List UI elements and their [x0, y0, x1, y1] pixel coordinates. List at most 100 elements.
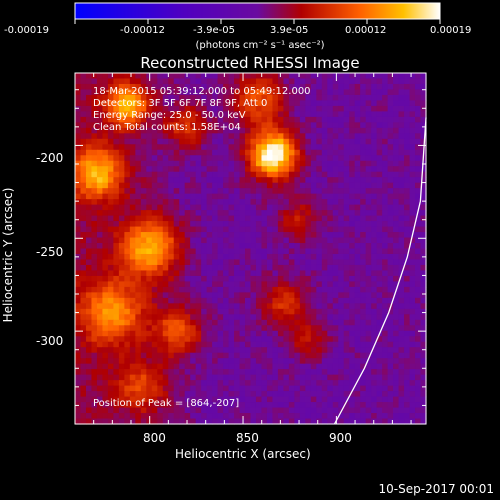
heatmap-cell	[179, 105, 186, 112]
heatmap-cell	[327, 325, 334, 332]
heatmap-cell	[151, 89, 158, 96]
heatmap-cell	[212, 325, 219, 332]
heatmap-cell	[179, 89, 186, 96]
heatmap-cell	[272, 270, 279, 277]
heatmap-cell	[365, 199, 372, 206]
heatmap-cell	[206, 363, 213, 370]
heatmap-cell	[212, 270, 219, 277]
heatmap-cell	[371, 94, 378, 102]
heatmap-cell	[288, 237, 295, 244]
heatmap-cell	[157, 341, 164, 348]
heatmap-cell	[360, 177, 367, 184]
heatmap-cell	[217, 418, 224, 425]
heatmap-cell	[107, 160, 114, 167]
heatmap-cell	[277, 243, 284, 250]
heatmap-cell	[415, 133, 422, 140]
heatmap-cell	[387, 94, 394, 102]
heatmap-cell	[321, 232, 328, 239]
heatmap-cell	[107, 391, 114, 398]
heatmap-cell	[140, 270, 147, 277]
heatmap-cell	[261, 286, 268, 293]
heatmap-cell	[349, 352, 356, 359]
heatmap-cell	[332, 160, 339, 167]
heatmap-cell	[195, 237, 202, 244]
heatmap-cell	[212, 358, 219, 365]
heatmap-cell	[162, 155, 169, 162]
heatmap-cell	[404, 204, 411, 211]
heatmap-cell	[146, 248, 153, 255]
heatmap-cell	[360, 166, 367, 173]
heatmap-cell	[179, 308, 186, 315]
heatmap-cell	[239, 237, 246, 244]
heatmap-cell	[107, 270, 114, 277]
heatmap-cell	[184, 155, 191, 162]
heatmap-cell	[327, 281, 334, 288]
heatmap-cell	[261, 111, 268, 118]
heatmap-cell	[305, 127, 312, 134]
heatmap-cell	[223, 358, 230, 365]
heatmap-cell	[332, 264, 339, 272]
heatmap-cell	[85, 232, 93, 239]
heatmap-cell	[371, 226, 378, 233]
heatmap-cell	[85, 122, 93, 129]
heatmap-cell	[129, 292, 136, 299]
heatmap-cell	[217, 352, 224, 359]
heatmap-cell	[288, 341, 295, 348]
heatmap-cell	[266, 193, 274, 200]
heatmap-cell	[190, 160, 197, 167]
heatmap-cell	[283, 402, 290, 409]
heatmap-cell	[360, 210, 367, 217]
heatmap-cell	[338, 133, 345, 140]
heatmap-cell	[277, 407, 284, 414]
heatmap-cell	[277, 391, 284, 398]
heatmap-cell	[102, 204, 109, 211]
heatmap-cell	[124, 232, 131, 239]
heatmap-cell	[140, 94, 147, 102]
heatmap-cell	[212, 352, 219, 359]
heatmap-cell	[195, 413, 202, 420]
heatmap-cell	[212, 232, 219, 239]
heatmap-cell	[195, 73, 202, 80]
heatmap-cell	[107, 369, 114, 376]
heatmap-cell	[118, 188, 125, 195]
heatmap-cell	[299, 308, 306, 315]
heatmap-cell	[245, 303, 252, 310]
heatmap-cell	[168, 226, 175, 233]
heatmap-cell	[162, 341, 169, 348]
heatmap-cell	[310, 336, 317, 343]
heatmap-cell	[75, 100, 82, 107]
heatmap-cell	[266, 171, 274, 178]
heatmap-cell	[212, 237, 219, 244]
heatmap-cell	[146, 133, 153, 140]
heatmap-cell	[393, 160, 400, 167]
heatmap-cell	[393, 116, 400, 123]
heatmap-cell	[261, 100, 268, 107]
heatmap-cell	[277, 264, 284, 272]
heatmap-cell	[162, 89, 169, 96]
heatmap-cell	[387, 237, 394, 244]
heatmap-cell	[107, 347, 114, 354]
heatmap-cell	[272, 396, 279, 403]
heatmap-cell	[157, 127, 164, 134]
heatmap-cell	[382, 303, 389, 310]
heatmap-cell	[212, 292, 219, 299]
heatmap-cell	[261, 369, 268, 376]
heatmap-cell	[135, 122, 142, 129]
heatmap-cell	[382, 369, 389, 376]
heatmap-cell	[305, 221, 312, 228]
heatmap-cell	[415, 259, 422, 266]
heatmap-cell	[332, 237, 339, 244]
heatmap-cell	[91, 352, 98, 359]
heatmap-cell	[343, 149, 350, 156]
heatmap-cell	[190, 226, 197, 233]
heatmap-cell	[151, 259, 158, 266]
heatmap-cell	[75, 369, 82, 376]
heatmap-cell	[321, 358, 328, 365]
heatmap-cell	[354, 347, 361, 354]
heatmap-cell	[376, 177, 383, 184]
heatmap-cell	[415, 160, 422, 167]
heatmap-cell	[305, 133, 312, 140]
heatmap-cell	[85, 286, 93, 293]
heatmap-cell	[173, 391, 180, 398]
heatmap-cell	[277, 259, 284, 266]
